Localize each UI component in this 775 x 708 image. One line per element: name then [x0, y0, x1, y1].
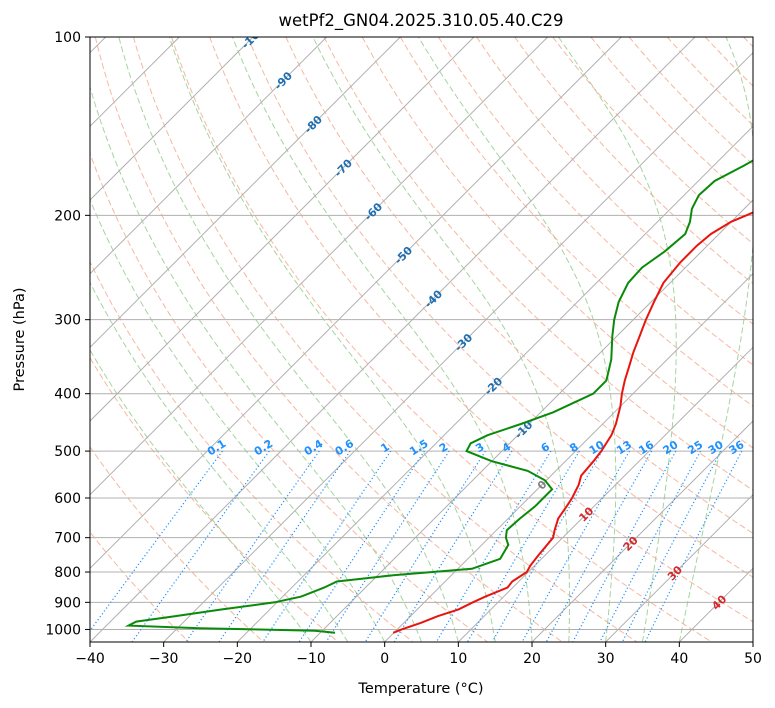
y-tick-label: 800 [54, 565, 81, 581]
y-tick-label: 200 [54, 208, 81, 224]
moist-adiabat [90, 85, 422, 642]
dry-adiabat [590, 37, 753, 205]
mixing-ratio-line [262, 450, 392, 642]
mixing-ratio-line [545, 450, 653, 642]
moist-adiabat [678, 37, 753, 642]
moist-adiabat [558, 37, 677, 642]
isotherm [90, 37, 549, 496]
isotherm [90, 37, 696, 642]
moist-adiabat [118, 37, 459, 642]
moist-adiabat [90, 198, 386, 642]
dewpoint-profile [124, 159, 753, 634]
x-tick-label: −40 [75, 651, 105, 667]
y-tick-label: 300 [54, 313, 81, 329]
dry-adiabat [171, 37, 712, 642]
dry-adiabat [399, 37, 753, 407]
mixing-ratio-line [491, 450, 603, 642]
moist-adiabat [417, 37, 617, 642]
x-tick-label: −10 [296, 651, 326, 667]
y-tick-label: 400 [54, 387, 81, 403]
isotherm [531, 420, 753, 642]
dry-adiabat [132, 37, 638, 642]
isotherm [605, 493, 753, 642]
isotherm [384, 272, 753, 642]
temperature-profile [392, 211, 753, 634]
isotherm [90, 37, 254, 201]
isotherm [90, 37, 328, 275]
isotherm [236, 125, 753, 642]
moist-adiabat [90, 349, 312, 642]
moist-adiabat [90, 281, 349, 642]
x-tick-label: 20 [523, 651, 541, 667]
isotherm [163, 51, 753, 642]
dry-adiabat [476, 37, 753, 325]
x-tick-label: 50 [744, 651, 762, 667]
x-tick-label: 30 [597, 651, 615, 667]
dry-adiabat [94, 37, 563, 642]
isotherm [90, 37, 475, 422]
x-axis-title: Temperature (°C) [357, 681, 483, 697]
y-axis-title: Pressure (hPa) [12, 287, 28, 391]
dry-adiabat [90, 446, 264, 642]
moist-adiabats [90, 37, 753, 642]
dry-adiabat [247, 37, 753, 578]
y-tick-label: 100 [54, 30, 81, 46]
mixing-ratio-lines [90, 450, 743, 642]
dry-adiabats [90, 37, 753, 642]
y-tick-label: 600 [54, 491, 81, 507]
mixing-ratio-line [435, 450, 552, 642]
y-tick-label: 1000 [45, 622, 81, 638]
mixing-ratio-line [364, 450, 486, 642]
mixing-ratio-line [218, 450, 351, 642]
x-tick-label: 40 [670, 651, 688, 667]
mixing-ratio-line [599, 450, 702, 642]
dry-adiabat [361, 37, 753, 449]
mixing-ratio-line [90, 450, 223, 632]
dry-adiabat [90, 260, 414, 642]
isotherm [457, 346, 753, 642]
chart-title: wetPf2_GN04.2025.310.05.40.C29 [279, 11, 564, 31]
mixing-ratio-line [393, 450, 513, 642]
moist-adiabat [231, 37, 533, 642]
dry-adiabat [628, 37, 753, 166]
x-tick-label: −30 [149, 651, 179, 667]
pressure-gridlines [90, 37, 753, 630]
dry-adiabat [514, 37, 753, 285]
isotherm [90, 37, 622, 570]
x-axis: −40 −30 −20 −10 0 10 20 30 40 50 [75, 642, 762, 667]
dry-adiabat [90, 531, 190, 642]
y-tick-label: 500 [54, 444, 81, 460]
isotherm [310, 199, 753, 642]
y-axis: 100 200 300 400 500 600 700 800 900 1000 [45, 30, 90, 638]
isotherms [90, 37, 753, 642]
moist-adiabat [312, 37, 570, 642]
x-tick-label: −20 [223, 651, 253, 667]
dry-adiabat [437, 37, 753, 366]
y-tick-label: 900 [54, 595, 81, 611]
x-tick-label: 0 [380, 651, 389, 667]
mixing-ratio-line [521, 450, 631, 642]
mixing-ratio-line [466, 450, 580, 642]
plot-frame [89, 36, 754, 643]
y-tick-label: 700 [54, 531, 81, 547]
mixing-ratio-line [621, 450, 722, 642]
isotherm [90, 37, 401, 349]
x-tick-label: 10 [449, 651, 467, 667]
mixing-ratio-line [572, 450, 677, 642]
dry-adiabat [209, 37, 753, 623]
moist-adiabat [168, 37, 496, 642]
